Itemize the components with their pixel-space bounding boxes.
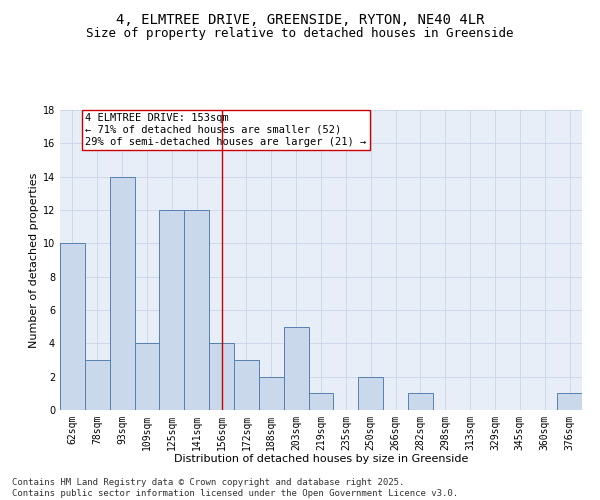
Y-axis label: Number of detached properties: Number of detached properties bbox=[29, 172, 38, 348]
Bar bbox=[259, 376, 284, 410]
Bar bbox=[209, 344, 234, 410]
Bar bbox=[110, 176, 134, 410]
Bar bbox=[557, 394, 582, 410]
Bar bbox=[284, 326, 308, 410]
Bar bbox=[308, 394, 334, 410]
Bar bbox=[85, 360, 110, 410]
Text: 4 ELMTREE DRIVE: 153sqm
← 71% of detached houses are smaller (52)
29% of semi-de: 4 ELMTREE DRIVE: 153sqm ← 71% of detache… bbox=[85, 114, 367, 146]
Text: Size of property relative to detached houses in Greenside: Size of property relative to detached ho… bbox=[86, 28, 514, 40]
Text: 4, ELMTREE DRIVE, GREENSIDE, RYTON, NE40 4LR: 4, ELMTREE DRIVE, GREENSIDE, RYTON, NE40… bbox=[116, 12, 484, 26]
X-axis label: Distribution of detached houses by size in Greenside: Distribution of detached houses by size … bbox=[174, 454, 468, 464]
Bar bbox=[234, 360, 259, 410]
Bar bbox=[408, 394, 433, 410]
Text: Contains HM Land Registry data © Crown copyright and database right 2025.
Contai: Contains HM Land Registry data © Crown c… bbox=[12, 478, 458, 498]
Bar bbox=[160, 210, 184, 410]
Bar bbox=[358, 376, 383, 410]
Bar bbox=[184, 210, 209, 410]
Bar bbox=[134, 344, 160, 410]
Bar bbox=[60, 244, 85, 410]
